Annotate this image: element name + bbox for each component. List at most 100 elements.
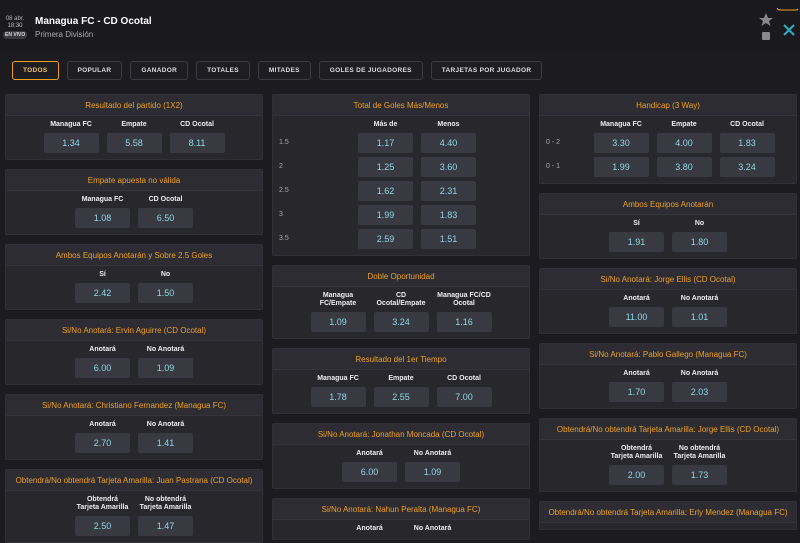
market-title[interactable]: Doble Oportunidad [273, 266, 529, 287]
odds-button[interactable]: 1.08 [75, 208, 130, 228]
odds-button[interactable]: 1.51 [421, 229, 476, 249]
odds-row: 11.00 1.01 [540, 307, 796, 327]
odds-button[interactable]: 1.62 [358, 181, 413, 201]
odds-button[interactable]: 1.83 [719, 133, 775, 153]
odds-button[interactable]: 1.80 [672, 232, 727, 252]
odds-group: 1.25 3.60 [326, 157, 476, 177]
odds-button[interactable]: 1.50 [138, 283, 193, 303]
market-title[interactable]: Obtendrá/No obtendrá Tarjeta Amarilla: J… [6, 470, 262, 491]
odds-button[interactable]: 6.50 [138, 208, 193, 228]
odds-button[interactable]: 3.24 [719, 157, 775, 177]
header-row: Anotará No Anotará [540, 370, 796, 378]
line-label: 0 - 2 [546, 139, 561, 146]
odds-button[interactable]: 4.40 [421, 133, 476, 153]
odds-button[interactable]: 1.73 [672, 465, 727, 485]
outcome-header: Sí [99, 271, 106, 278]
tab[interactable]: GOLES DE JUGADORES [318, 61, 423, 80]
market-title[interactable]: Resultado del partido (1X2) [6, 95, 262, 116]
odds-button[interactable]: 3.80 [656, 157, 712, 177]
market-card: Handicap (3 Way) Managua FC Empate CD Ocota… [539, 94, 797, 184]
odds-group: 1.09 3.24 1.16 [310, 312, 492, 332]
market-title[interactable]: Total de Goles Más/Menos [273, 95, 529, 116]
odds-button[interactable]: 11.00 [609, 307, 664, 327]
odds-button[interactable]: 1.17 [358, 133, 413, 153]
league-name: Primera División [35, 30, 94, 39]
tab[interactable]: TARJETAS POR JUGADOR [430, 61, 543, 80]
tab[interactable]: TOTALES [196, 61, 250, 80]
market-title[interactable]: Si/No Anotará: Pablo Gallego (Managua FC… [540, 344, 796, 365]
header-group: Managua FC CD Ocotal [75, 196, 193, 204]
market-title[interactable]: Obtendrá/No obtendrá Tarjeta Amarilla: J… [540, 419, 796, 440]
favorite-icon[interactable] [759, 13, 773, 26]
odds-button[interactable]: 4.00 [656, 133, 712, 153]
odds-button[interactable]: 2.31 [421, 181, 476, 201]
odds-button[interactable]: 1.34 [43, 133, 99, 153]
odds-button[interactable]: 1.91 [609, 232, 664, 252]
odds-button[interactable]: 2.42 [75, 283, 130, 303]
odds-button[interactable]: 2.55 [373, 387, 429, 407]
market-title[interactable]: Si/No Anotará: Jonathan Moncada (CD Ocot… [273, 424, 529, 445]
odds-button[interactable]: 5.58 [106, 133, 162, 153]
line-label: 1.5 [279, 139, 289, 146]
odds-button[interactable]: 1.16 [436, 312, 492, 332]
odds-button[interactable]: 1.01 [672, 307, 727, 327]
market-title[interactable]: Empate apuesta no válida [6, 170, 262, 191]
odds-button[interactable]: 6.00 [342, 462, 397, 482]
live-badge: EN VIVO [3, 31, 28, 39]
odds-row: 2.5 1.62 2.31 [273, 181, 529, 201]
odds-button[interactable]: 2.03 [672, 382, 727, 402]
odds-button[interactable]: 7.00 [436, 387, 492, 407]
odds-button[interactable]: 2.00 [609, 465, 664, 485]
tab[interactable]: GANADOR [130, 61, 189, 80]
market-title[interactable]: Resultado del 1er Tiempo [273, 349, 529, 370]
odds-group: 2.50 1.47 [75, 516, 193, 536]
market-title[interactable]: Si/No Anotará: Jorge Ellis (CD Ocotal) [540, 269, 796, 290]
odds-row: 2 1.25 3.60 [273, 157, 529, 177]
odds-button[interactable]: 1.99 [358, 205, 413, 225]
odds-button[interactable]: 1.09 [405, 462, 460, 482]
market-card: Doble Oportunidad Managua FC/Empate CD Oco… [272, 265, 530, 339]
odds-button[interactable]: 1.47 [138, 516, 193, 536]
odds-button[interactable]: 1.99 [593, 157, 649, 177]
odds-button[interactable]: 1.70 [609, 382, 664, 402]
market-card: Ambos Equipos Anotarán y Sobre 2.5 Goles… [5, 244, 263, 310]
odds-button[interactable]: 1.41 [138, 433, 193, 453]
odds-button[interactable]: 8.11 [169, 133, 225, 153]
odds-button[interactable]: 1.09 [310, 312, 366, 332]
odds-button[interactable]: 2.59 [358, 229, 413, 249]
odds-row: 1.08 6.50 [6, 208, 262, 228]
close-icon[interactable] [783, 24, 795, 36]
market-title[interactable]: Si/No Anotará: Ervin Aguirre (CD Ocotal) [6, 320, 262, 341]
market-title[interactable]: Si/No Anotará: Nahun Peralta (Managua FC… [273, 499, 529, 520]
market-column: Handicap (3 Way) Managua FC Empate CD Ocota… [539, 94, 797, 543]
header-row: Managua FC/Empate CD Ocotal/Empate Managua… [273, 292, 529, 308]
odds-button[interactable]: 3.30 [593, 133, 649, 153]
outcome-header: Managua FC [317, 375, 359, 382]
odds-button[interactable]: 3.60 [421, 157, 476, 177]
odds-button[interactable]: 1.09 [138, 358, 193, 378]
market-card: Resultado del 1er Tiempo Managua FC Empate… [272, 348, 530, 414]
tab[interactable]: MITADES [257, 61, 311, 80]
market-title[interactable]: Si/No Anotará: Christiano Fernandez (Man… [6, 395, 262, 416]
header-group: Más de Menos [326, 121, 476, 129]
odds-group: 1.34 5.58 8.11 [43, 133, 225, 153]
match-header: 08 abr. 18:30 EN VIVO Managua FC - CD Oco… [0, 0, 800, 52]
odds-button[interactable]: 3.24 [373, 312, 429, 332]
stats-icon[interactable] [762, 32, 770, 40]
tab[interactable]: POPULAR [66, 61, 123, 80]
odds-button[interactable]: 1.83 [421, 205, 476, 225]
header-row: Managua FC Empate CD Ocotal [6, 121, 262, 129]
odds-button[interactable]: 6.00 [75, 358, 130, 378]
tab[interactable]: TODOS [12, 61, 59, 80]
market-title[interactable]: Handicap (3 Way) [540, 95, 796, 116]
odds-group: 2.42 1.50 [75, 283, 193, 303]
header-row: Managua FC CD Ocotal [6, 196, 262, 204]
market-title[interactable]: Ambos Equipos Anotarán y Sobre 2.5 Goles [6, 245, 262, 266]
header-group: Anotará No Anotará [75, 421, 193, 429]
odds-button[interactable]: 2.50 [75, 516, 130, 536]
odds-button[interactable]: 1.25 [358, 157, 413, 177]
odds-button[interactable]: 2.70 [75, 433, 130, 453]
odds-button[interactable]: 1.78 [310, 387, 366, 407]
market-title[interactable]: Ambos Equipos Anotarán [540, 194, 796, 215]
market-title[interactable]: Obtendrá/No obtendrá Tarjeta Amarilla: E… [540, 502, 796, 523]
